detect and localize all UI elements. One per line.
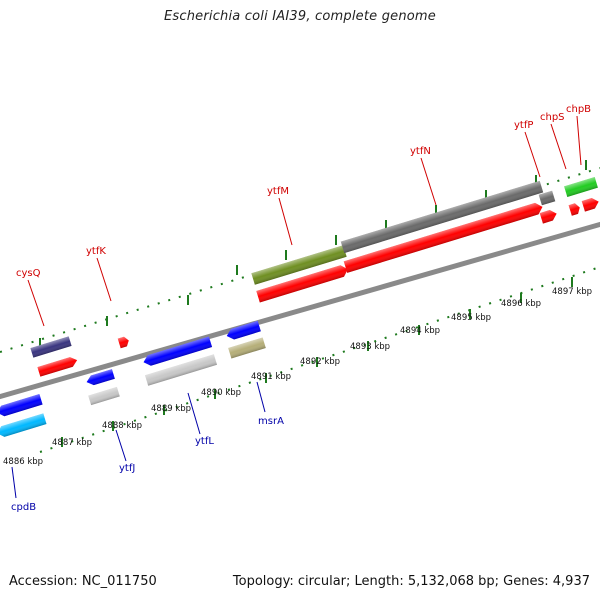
scale-label: 4893 kbp: [350, 342, 390, 352]
feature-ytfj-blue-shade: [86, 369, 115, 386]
feature-cysq-gray-shade: [30, 336, 72, 358]
feature-ytfl-gray: [144, 354, 218, 386]
feature-ytfm-olive-shade: [251, 245, 347, 285]
scale-label: 4894 kbp: [400, 326, 440, 336]
major-ticks: [39, 160, 587, 447]
feature-cpdb-cyan: [0, 413, 47, 437]
genome-backbone: [0, 221, 600, 400]
gene-label-ytfm: ytfM: [267, 186, 289, 197]
scale-label: 4889 kbp: [151, 404, 191, 414]
feature-ytfl-blue-shade: [143, 336, 213, 366]
leader-line-ytfj: [115, 429, 127, 462]
feature-cpdb-blue: [0, 394, 43, 417]
feature-ytfj-gray: [88, 386, 120, 406]
scale-label: 4891 kbp: [251, 372, 291, 382]
leader-line-cysq: [27, 279, 45, 327]
feature-ytfn-red-shade: [343, 202, 543, 273]
feature-ytfm-olive: [251, 245, 347, 285]
accession-text: Accession: NC_011750: [9, 574, 157, 589]
gene-label-ytfj: ytfJ: [119, 463, 135, 474]
gene-label-chps: chpS: [540, 112, 565, 123]
feature-ytfl-gray-shade: [144, 354, 218, 386]
leader-line-ytfl: [187, 392, 201, 435]
feature-ytfm-red-shade: [256, 265, 348, 303]
feature-cysq-red: [37, 357, 78, 377]
scale-label: 4896 kbp: [501, 299, 541, 309]
feature-msra-khaki-shade: [228, 337, 266, 359]
feature-msra-khaki: [228, 337, 266, 359]
leader-line-msra: [256, 381, 266, 413]
feature-msra-blue: [226, 320, 261, 340]
gene-label-cysq: cysQ: [16, 268, 41, 279]
feature-ytfp-gray: [538, 190, 556, 206]
feature-ytfl-blue: [143, 336, 213, 366]
feature-ytfp-red-shade: [539, 210, 557, 224]
feature-ytfn-gray: [340, 180, 544, 254]
gene-label-ytfl: ytfL: [195, 436, 214, 447]
feature-ytfk-red-shade: [117, 336, 129, 349]
scale-label: 4886 kbp: [3, 457, 43, 467]
feature-ytfn-gray-shade: [340, 180, 544, 254]
leader-line-ytfk: [96, 257, 112, 302]
feature-msra-blue-shade: [226, 320, 261, 340]
feature-chps-red-shade: [568, 203, 580, 216]
gene-label-ytfp: ytfP: [514, 120, 533, 131]
feature-cpdb-blue-shade: [0, 394, 43, 417]
feature-chpb-green-shade: [564, 177, 598, 197]
feature-ytfp-red: [539, 210, 557, 224]
genome-summary-text: Topology: circular; Length: 5,132,068 bp…: [232, 574, 590, 589]
leader-line-ytfp: [524, 131, 541, 178]
feature-ytfm-red: [256, 265, 348, 303]
feature-ytfj-blue: [86, 369, 115, 386]
gene-features: [0, 177, 599, 437]
scale-label: 4888 kbp: [102, 421, 142, 431]
scale-label: 4895 kbp: [451, 313, 491, 323]
gene-label-cpdb: cpdB: [11, 502, 36, 513]
gene-label-chpb: chpB: [566, 104, 591, 115]
feature-ytfp-gray-shade: [538, 190, 556, 206]
feature-chps-red: [568, 203, 580, 216]
feature-ytfk-red: [117, 336, 129, 349]
leader-line-ytfn: [420, 157, 437, 206]
gene-label-ytfk: ytfK: [86, 246, 106, 257]
feature-ytfn-red: [343, 202, 543, 273]
feature-chpb-green: [564, 177, 598, 197]
map-title: Escherichia coli IAI39, complete genome: [163, 9, 436, 24]
leader-line-cpdb: [11, 466, 17, 499]
leader-line-chps: [550, 123, 567, 170]
feature-cysq-gray: [30, 336, 72, 358]
scale-label: 4892 kbp: [300, 357, 340, 367]
feature-chpb-red: [581, 198, 599, 212]
gene-label-ytfn: ytfN: [410, 146, 431, 157]
feature-ytfj-gray-shade: [88, 386, 120, 406]
leader-line-ytfm: [278, 197, 293, 246]
leader-line-chpb: [576, 115, 582, 166]
scale-labels: 4886 kbp 4887 kbp 4888 kbp 4889 kbp 4890 kbp…: [3, 287, 592, 467]
feature-cpdb-cyan-shade: [0, 413, 47, 437]
scale-label: 4887 kbp: [52, 438, 92, 448]
gene-label-msra: msrA: [258, 416, 284, 427]
feature-chpb-red-shade: [581, 198, 599, 212]
scale-label: 4890 kbp: [201, 388, 241, 398]
scale-label: 4897 kbp: [552, 287, 592, 297]
feature-cysq-red-shade: [37, 357, 78, 377]
